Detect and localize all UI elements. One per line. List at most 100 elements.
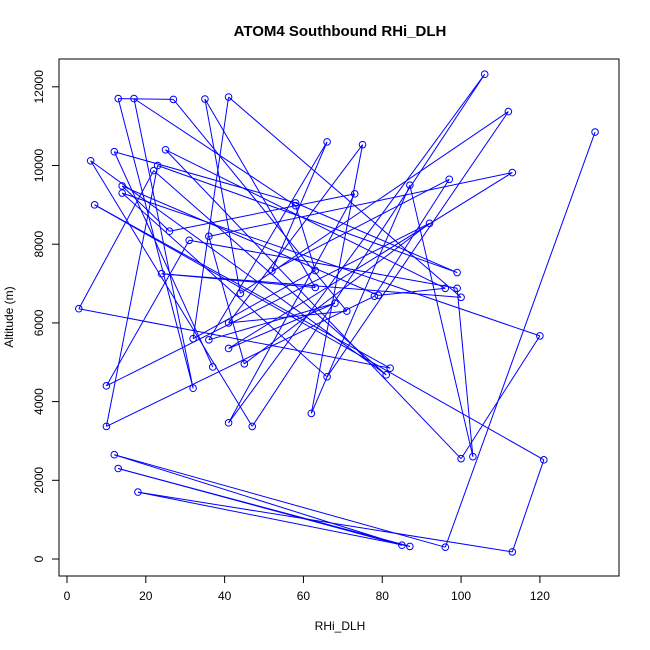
data-point (358, 140, 367, 149)
series-segment (208, 302, 336, 341)
data-point (469, 452, 477, 461)
data-point (189, 334, 197, 343)
data-point (480, 70, 489, 79)
series-segment (121, 185, 379, 296)
data-point (248, 422, 257, 431)
series-segment (121, 192, 328, 378)
x-tick-label: 20 (139, 589, 153, 603)
data-point (185, 236, 193, 245)
series-segment (113, 151, 214, 368)
data-point (209, 363, 217, 371)
series-segment (118, 468, 410, 547)
data-point (323, 138, 331, 146)
data-point (240, 360, 249, 368)
series-segment (192, 270, 316, 340)
series-segment (94, 204, 391, 369)
data-point (406, 542, 414, 551)
data-point (311, 266, 320, 275)
data-point (350, 190, 359, 198)
y-tick-label: 8000 (32, 231, 46, 258)
data-point (536, 332, 544, 340)
data-point (161, 145, 170, 154)
data-point (114, 94, 123, 103)
series-segment (244, 222, 430, 365)
series-segment (326, 111, 509, 378)
data-point (110, 450, 119, 459)
data-point (398, 541, 406, 550)
series-segment (165, 149, 462, 460)
series-segment (137, 491, 410, 547)
y-tick-label: 10000 (32, 148, 46, 182)
series-segment (460, 335, 541, 459)
data-point (201, 95, 209, 103)
data-point (406, 181, 414, 189)
data-point (110, 147, 119, 156)
data-point (224, 93, 233, 101)
x-axis-label: RHi_DLH (315, 619, 366, 633)
x-tick-label: 0 (64, 589, 71, 603)
series-segment (271, 141, 328, 272)
y-tick-label: 4000 (32, 388, 46, 415)
data-point (457, 293, 465, 302)
series-segment (106, 295, 375, 427)
data-point (134, 488, 142, 496)
data-point (268, 267, 276, 275)
data-point (291, 201, 300, 210)
series-segment (117, 98, 194, 389)
data-point (453, 268, 461, 277)
data-point (153, 161, 162, 170)
data-point (382, 371, 391, 379)
series-points (75, 70, 599, 556)
data-point (75, 304, 83, 313)
data-point (130, 94, 138, 103)
series-segment (121, 185, 170, 232)
series-segment (137, 491, 513, 553)
data-point (307, 409, 316, 418)
data-point (504, 107, 513, 116)
series-segment (133, 98, 296, 207)
data-point (508, 548, 517, 556)
series-segment (228, 172, 513, 349)
y-tick-label: 12000 (32, 70, 46, 104)
series-segment (240, 111, 509, 294)
data-point (386, 364, 394, 372)
data-point (86, 156, 95, 165)
series-segment (169, 193, 355, 232)
series-segment (114, 151, 296, 204)
series-segment (118, 98, 174, 100)
data-point (205, 336, 213, 344)
series-segment (161, 273, 462, 298)
series-segment (456, 288, 474, 457)
data-point (342, 307, 351, 315)
data-point (441, 284, 450, 293)
data-point (224, 344, 233, 353)
x-tick-label: 60 (297, 589, 311, 603)
data-point (157, 269, 166, 278)
data-point (331, 299, 339, 308)
series-segment (165, 149, 446, 289)
series-segment (105, 165, 159, 427)
series-segment (114, 454, 403, 546)
data-point (90, 201, 99, 209)
y-axis-label: Altitude (m) (2, 286, 16, 347)
series-segment (271, 178, 450, 272)
y-tick-label: 0 (32, 555, 46, 562)
data-point (224, 319, 233, 327)
data-point (591, 128, 599, 136)
data-point (445, 175, 454, 184)
series-segment (310, 144, 364, 414)
data-point (374, 291, 383, 300)
data-point (508, 168, 517, 177)
data-point (441, 543, 450, 551)
series-lines (78, 73, 596, 553)
series-segment (228, 144, 363, 324)
series-segment (105, 240, 190, 387)
series-segment (189, 239, 458, 289)
data-point (189, 384, 197, 393)
series-segment (90, 160, 253, 427)
series-segment (295, 202, 458, 273)
plot-frame (58, 58, 620, 577)
data-point (236, 289, 245, 298)
